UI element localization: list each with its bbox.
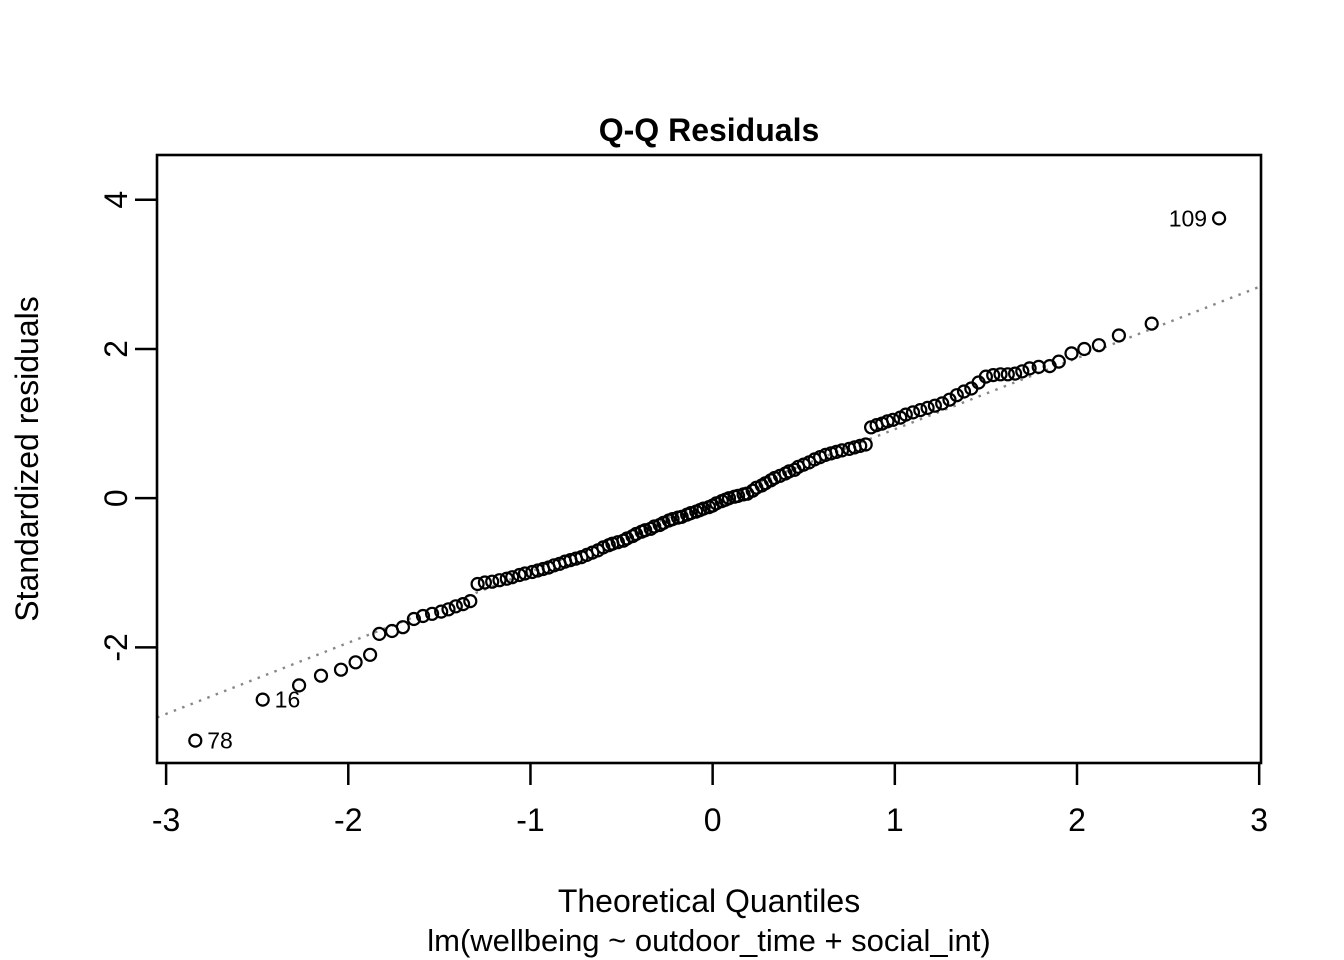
x-axis-tick-label: -2 [334, 802, 362, 838]
data-point [730, 488, 746, 503]
data-point [834, 443, 850, 458]
data-point [913, 403, 928, 418]
plot-frame [155, 153, 1263, 765]
y-axis-title: Standardized residuals [9, 296, 45, 622]
data-point [1111, 328, 1127, 343]
data-point [313, 668, 329, 683]
data-point [905, 405, 921, 420]
data-point [956, 384, 972, 399]
data-point [885, 412, 901, 427]
data-point [1091, 338, 1107, 353]
data-point [696, 501, 711, 516]
x-axis-tick-label: -1 [516, 802, 544, 838]
data-point [1144, 316, 1159, 331]
data-point [935, 396, 950, 411]
x-axis-tick-label: -3 [152, 802, 180, 838]
data-point [470, 576, 485, 592]
data-point [372, 626, 387, 642]
data-point [920, 400, 935, 415]
data-point [363, 647, 378, 662]
data-point [927, 398, 943, 413]
x-axis-tick-label: 3 [1250, 802, 1268, 838]
data-point [1211, 211, 1227, 226]
data-point [477, 575, 492, 590]
data-point [1051, 354, 1066, 369]
outlier-point-label: 78 [207, 728, 233, 754]
data-point [1015, 364, 1030, 379]
data-point [1077, 341, 1092, 357]
data-point [949, 388, 964, 403]
y-axis-tick-label: 0 [98, 489, 134, 507]
data-point [1007, 366, 1023, 381]
data-point [647, 519, 662, 534]
data-point [255, 692, 270, 707]
data-point [333, 662, 349, 677]
data-point [406, 611, 421, 627]
outlier-point-label: 16 [275, 687, 301, 713]
data-point [448, 599, 463, 614]
data-point [638, 523, 653, 538]
data-point [853, 438, 868, 453]
data-point [610, 535, 626, 550]
y-axis-tick-label: -2 [98, 633, 134, 661]
data-point [441, 602, 456, 617]
data-point [517, 566, 533, 581]
data-point [425, 606, 440, 621]
y-axis-tick-label: 2 [98, 340, 134, 358]
data-point [463, 593, 478, 609]
data-point [1022, 361, 1037, 376]
data-point [829, 444, 844, 459]
x-axis-title: Theoretical Quantiles [558, 883, 860, 919]
data-point [721, 491, 737, 506]
data-point [986, 368, 1001, 383]
data-point [993, 367, 1008, 382]
data-point [942, 392, 957, 407]
data-point [292, 678, 307, 693]
data-point [1000, 367, 1015, 382]
plot-dynamic-layer: -3 -2 -1 0 1 2 3 -2 0 2 4 78 16 109 [98, 191, 1268, 838]
data-point [492, 573, 507, 588]
data-point [858, 437, 873, 452]
data-point [188, 733, 203, 748]
data-point [415, 608, 431, 624]
data-point [456, 596, 471, 612]
data-point [880, 414, 895, 429]
y-axis-tick-label: 4 [98, 191, 134, 209]
chart-title: Q-Q Residuals [599, 112, 820, 148]
data-point [434, 604, 449, 619]
data-point [512, 567, 527, 583]
data-point [395, 620, 410, 635]
data-point [898, 407, 913, 422]
data-point [505, 570, 520, 585]
data-point [1064, 346, 1079, 361]
data-point [348, 655, 363, 670]
data-point [978, 369, 994, 384]
outlier-point-label: 109 [1169, 205, 1207, 231]
model-formula-label: lm(wellbeing ~ outdoor_time + social_int… [427, 923, 990, 958]
data-point [485, 574, 500, 589]
x-axis-tick-label: 1 [886, 802, 904, 838]
x-axis-tick-label: 2 [1068, 802, 1086, 838]
x-axis-tick-label: 0 [704, 802, 722, 838]
